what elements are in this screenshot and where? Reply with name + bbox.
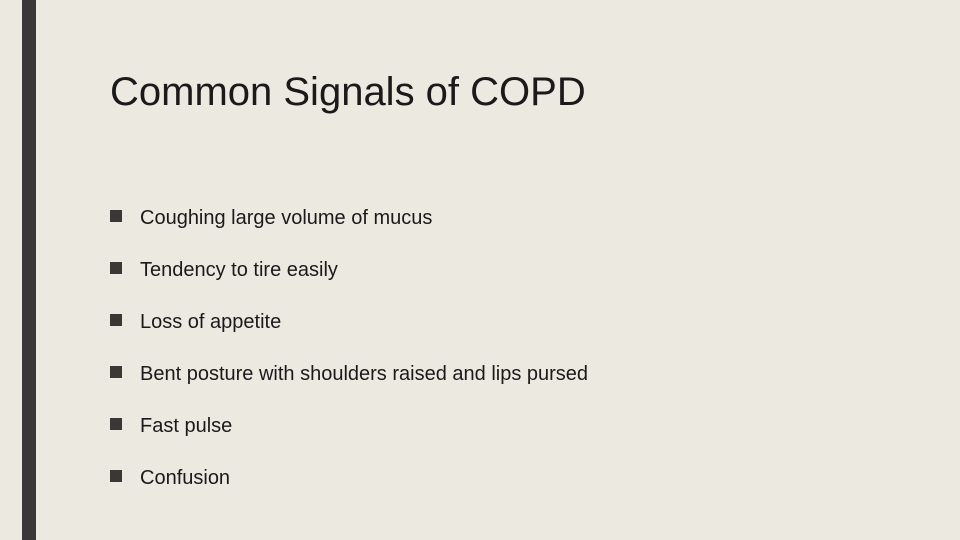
- square-bullet-icon: [110, 314, 122, 326]
- list-item-text: Fast pulse: [140, 413, 232, 439]
- sidebar-accent: [22, 0, 36, 540]
- square-bullet-icon: [110, 262, 122, 274]
- slide-content: Common Signals of COPD Coughing large vo…: [110, 70, 900, 517]
- list-item: Fast pulse: [110, 413, 900, 439]
- slide-title: Common Signals of COPD: [110, 70, 900, 115]
- square-bullet-icon: [110, 470, 122, 482]
- list-item-text: Coughing large volume of mucus: [140, 205, 432, 231]
- list-item-text: Tendency to tire easily: [140, 257, 338, 283]
- list-item: Coughing large volume of mucus: [110, 205, 900, 231]
- list-item: Confusion: [110, 465, 900, 491]
- bullet-list: Coughing large volume of mucus Tendency …: [110, 205, 900, 491]
- square-bullet-icon: [110, 366, 122, 378]
- list-item: Tendency to tire easily: [110, 257, 900, 283]
- list-item: Loss of appetite: [110, 309, 900, 335]
- list-item-text: Confusion: [140, 465, 230, 491]
- square-bullet-icon: [110, 210, 122, 222]
- list-item-text: Loss of appetite: [140, 309, 281, 335]
- list-item-text: Bent posture with shoulders raised and l…: [140, 361, 588, 387]
- list-item: Bent posture with shoulders raised and l…: [110, 361, 900, 387]
- square-bullet-icon: [110, 418, 122, 430]
